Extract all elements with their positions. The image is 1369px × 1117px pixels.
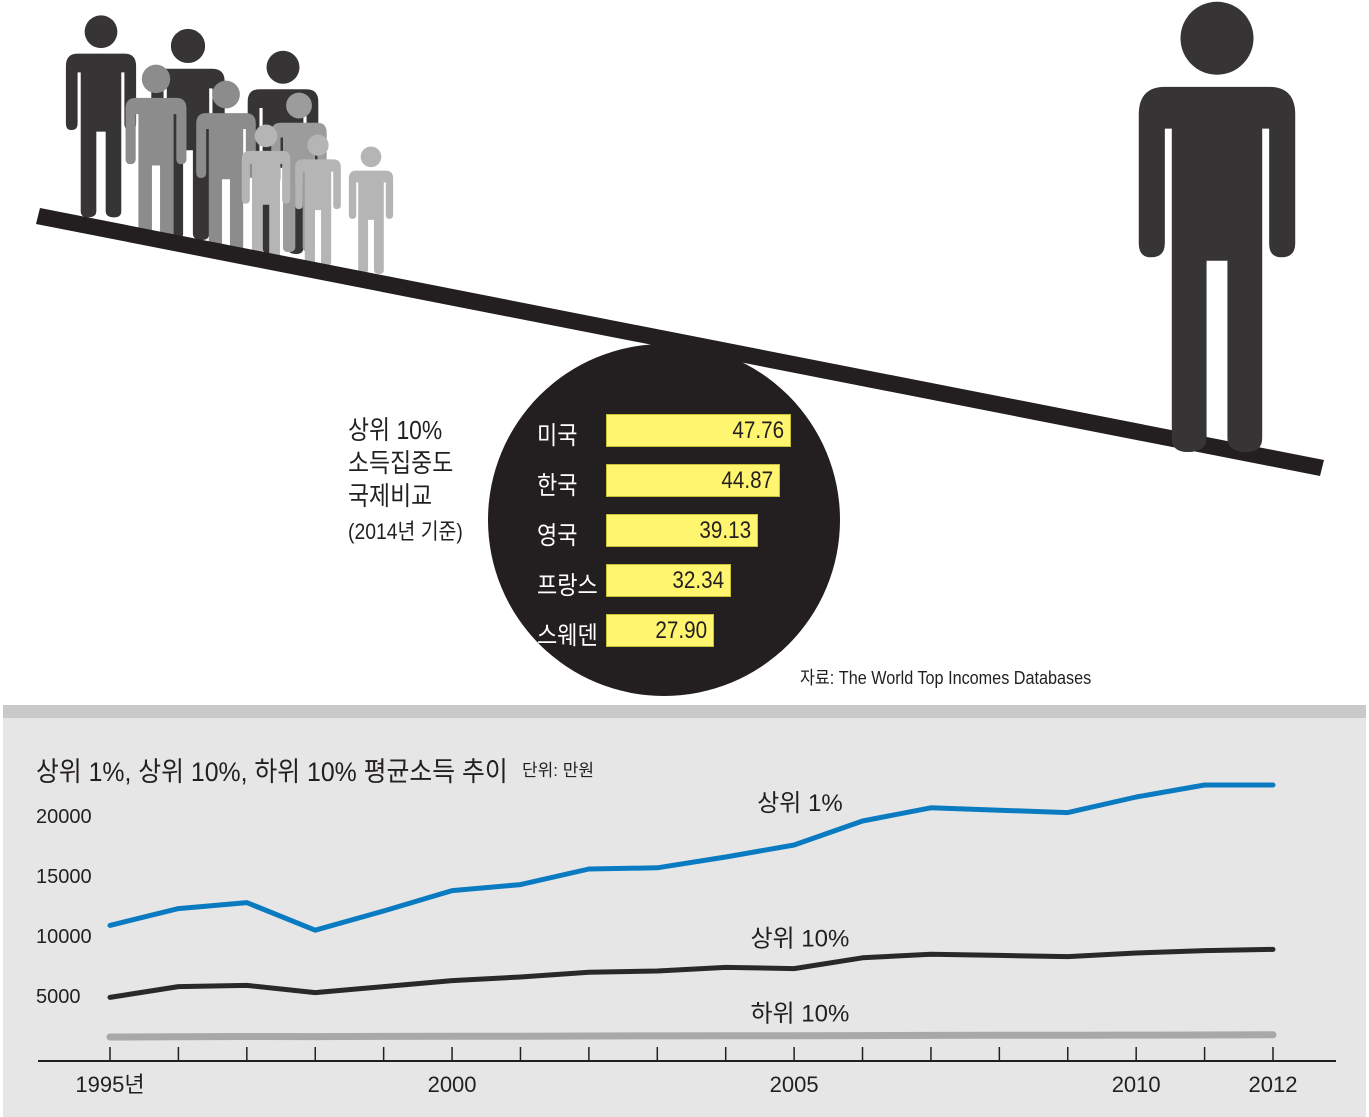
bar-category-label: 영국 [537, 522, 578, 550]
bar: 47.76 [606, 414, 791, 447]
bar-chart-title-line-1: 상위 10% [348, 415, 443, 445]
bar: 44.87 [606, 464, 780, 497]
bar-value-label: 44.87 [721, 467, 773, 494]
series-label: 하위 10% [750, 1001, 849, 1028]
x-tick-label: 1995년 [75, 1072, 144, 1097]
source-note: 자료: The World Top Incomes Databases [800, 668, 1092, 688]
bar-value-label: 47.76 [732, 417, 784, 444]
x-tick-label: 2000 [428, 1072, 477, 1097]
bar-chart-subtitle: (2014년 기준) [348, 519, 463, 544]
x-tick-label: 2012 [1249, 1072, 1298, 1097]
series-label: 상위 1% [757, 790, 843, 817]
bar-category-label: 스웨덴 [537, 622, 598, 650]
seesaw-plank [36, 208, 1324, 476]
bar-value-label: 32.34 [672, 567, 724, 594]
bar-value-label: 27.90 [655, 617, 707, 644]
series-line [107, 946, 1276, 1000]
y-tick-label: 15000 [36, 866, 92, 888]
series-line [106, 1031, 1277, 1041]
bar-chart-title-line-2: 소득집중도 [348, 448, 454, 478]
bar: 39.13 [606, 514, 758, 547]
y-tick-label: 20000 [36, 806, 92, 828]
bar-category-label: 프랑스 [537, 572, 598, 600]
line-chart-unit: 단위: 만원 [522, 761, 595, 780]
y-tick-label: 10000 [36, 926, 92, 948]
x-tick-label: 2010 [1112, 1072, 1161, 1097]
line-chart-title: 상위 1%, 상위 10%, 하위 10% 평균소득 추이 [36, 757, 508, 787]
line-chart-panel [3, 705, 1366, 1117]
bar: 32.34 [606, 564, 731, 597]
bar-chart-title-line-3: 국제비교 [348, 481, 433, 511]
bar-category-label: 미국 [537, 422, 578, 450]
bar-category-label: 한국 [537, 472, 578, 500]
series-label: 상위 10% [750, 926, 849, 953]
y-tick-label: 5000 [36, 986, 81, 1008]
bar-value-label: 39.13 [699, 517, 751, 544]
bar: 27.90 [606, 614, 714, 647]
series-line [107, 782, 1276, 933]
panel-divider [3, 705, 1366, 718]
x-tick-label: 2005 [770, 1072, 819, 1097]
